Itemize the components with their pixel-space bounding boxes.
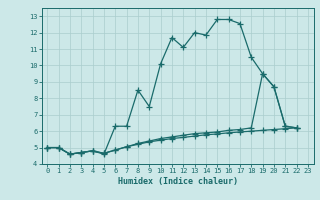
X-axis label: Humidex (Indice chaleur): Humidex (Indice chaleur)	[118, 177, 237, 186]
